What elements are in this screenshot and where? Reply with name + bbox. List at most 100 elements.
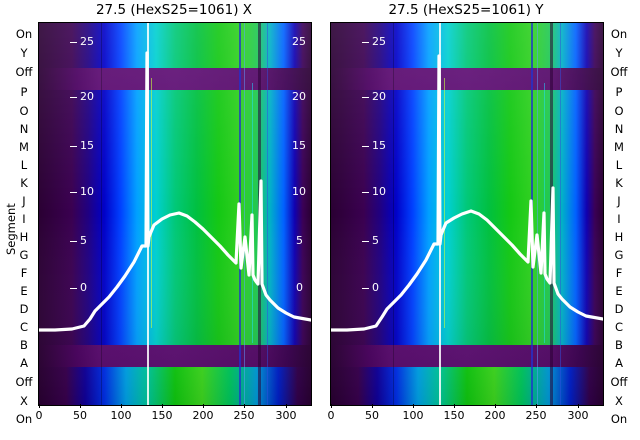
panel-y-ytick-5: 5 [362,234,379,247]
panel-x-heatmap [39,23,311,405]
panel-x-xtick-200: 200 [192,409,214,422]
panel-x-xtick-150: 150 [151,409,173,422]
right-label-f: F [615,266,623,280]
panel-y: 27.5 (HexS25=1061) Y [322,0,640,440]
panel-x-xtickmark-150 [162,404,163,408]
right-label-j: J [617,194,621,208]
right-label-o: O [614,104,624,118]
left-label-c: C [19,320,29,334]
left-label-off-top: Off [15,65,33,79]
panel-x-xtick-0: 0 [35,409,43,422]
right-label-g: G [614,248,624,262]
panel-x-xtick-300: 300 [275,409,297,422]
panel-x-xtickmark-0 [39,404,40,408]
right-label-on-top: On [610,27,628,41]
left-label-on-bot: On [15,412,33,426]
panel-x-ytick-15: 15 [70,139,94,152]
panel-y-xtick-150: 150 [443,409,465,422]
panel-x-xtick-50: 50 [73,409,87,422]
right-label-e: E [615,284,623,298]
panel-y-xtickmark-0 [331,404,332,408]
left-label-p: P [20,85,28,99]
left-label-n: N [19,122,29,136]
panel-x-right-tick-10: 10 [292,185,306,198]
panel-y-profile-line [331,54,603,332]
right-label-c: C [614,320,624,334]
panel-x-xtick-250: 250 [233,409,255,422]
right-label-k: K [615,176,623,190]
right-label-d: D [614,302,624,316]
panel-y-plot-area [330,22,604,406]
panel-x-ytick-25: 25 [70,35,94,48]
panel-y-xtickmark-100 [413,404,414,408]
panel-y-xtick-100: 100 [402,409,424,422]
panel-x-xtickmark-250 [244,404,245,408]
panel-y-xtickmark-200 [495,404,496,408]
panel-x-xtickmark-300 [286,404,287,408]
right-label-a: A [615,356,623,370]
right-label-x: X [615,394,623,408]
panel-y-xtickmark-300 [578,404,579,408]
left-label-o: O [19,104,29,118]
right-label-off-bot: Off [610,375,628,389]
left-label-k: K [20,176,28,190]
panel-x: 27.5 (HexS25=1061) X [0,0,318,440]
right-label-y: Y [615,46,623,60]
left-label-i: I [22,212,26,226]
right-label-m: M [614,140,624,154]
panel-x-right-tick-5: 5 [296,234,303,247]
left-label-d: D [19,302,29,316]
panel-y-ytick-10: 10 [362,185,386,198]
panel-y-ytick-0: 0 [362,281,379,294]
panel-y-title: 27.5 (HexS25=1061) Y [388,2,544,18]
right-label-b: B [615,338,623,352]
panel-y-xtick-50: 50 [365,409,379,422]
panel-y-ytick-25: 25 [362,35,386,48]
right-label-l: L [615,158,623,172]
panel-y-ytick-20: 20 [362,90,386,103]
right-label-i: I [617,212,621,226]
panel-y-xtickmark-50 [372,404,373,408]
left-label-a: A [20,356,28,370]
left-label-off-bot: Off [15,375,33,389]
left-label-m: M [19,140,29,154]
right-label-off-top: Off [610,65,628,79]
panel-y-xtickmark-250 [536,404,537,408]
left-label-e: E [20,284,28,298]
panel-y-ytick-15: 15 [362,139,386,152]
left-label-g: G [19,248,29,262]
left-label-l: L [20,158,28,172]
left-label-x: X [20,394,28,408]
panel-y-xtickmark-150 [454,404,455,408]
right-label-h: H [614,230,624,244]
panel-x-right-tick-15: 15 [292,139,306,152]
right-label-on-bot: On [610,412,628,426]
panel-x-right-tick-25: 25 [292,35,306,48]
panel-x-right-tick-20: 20 [292,90,306,103]
panel-x-profile-line [39,51,311,332]
panel-x-ytick-0: 0 [70,281,87,294]
panel-x-title: 27.5 (HexS25=1061) X [95,2,253,18]
right-label-n: N [614,122,624,136]
panel-x-ytick-10: 10 [70,185,94,198]
left-label-b: B [20,338,28,352]
left-label-on-top: On [15,27,33,41]
left-label-j: J [22,194,26,208]
panel-x-ytick-20: 20 [70,90,94,103]
panel-x-plot-area [38,22,312,406]
panel-x-xtickmark-50 [80,404,81,408]
panel-y-xtick-0: 0 [327,409,335,422]
panel-x-xtickmark-200 [203,404,204,408]
left-label-f: F [20,266,28,280]
panel-y-xtick-300: 300 [567,409,589,422]
panel-x-xtick-100: 100 [110,409,132,422]
panel-x-ytick-5: 5 [70,234,87,247]
panel-x-xtickmark-100 [121,404,122,408]
panel-y-xtick-250: 250 [525,409,547,422]
left-label-y: Y [20,46,28,60]
panel-y-xtick-200: 200 [484,409,506,422]
left-label-h: H [19,230,29,244]
right-label-p: P [615,85,623,99]
panel-x-right-tick-0: 0 [296,281,303,294]
